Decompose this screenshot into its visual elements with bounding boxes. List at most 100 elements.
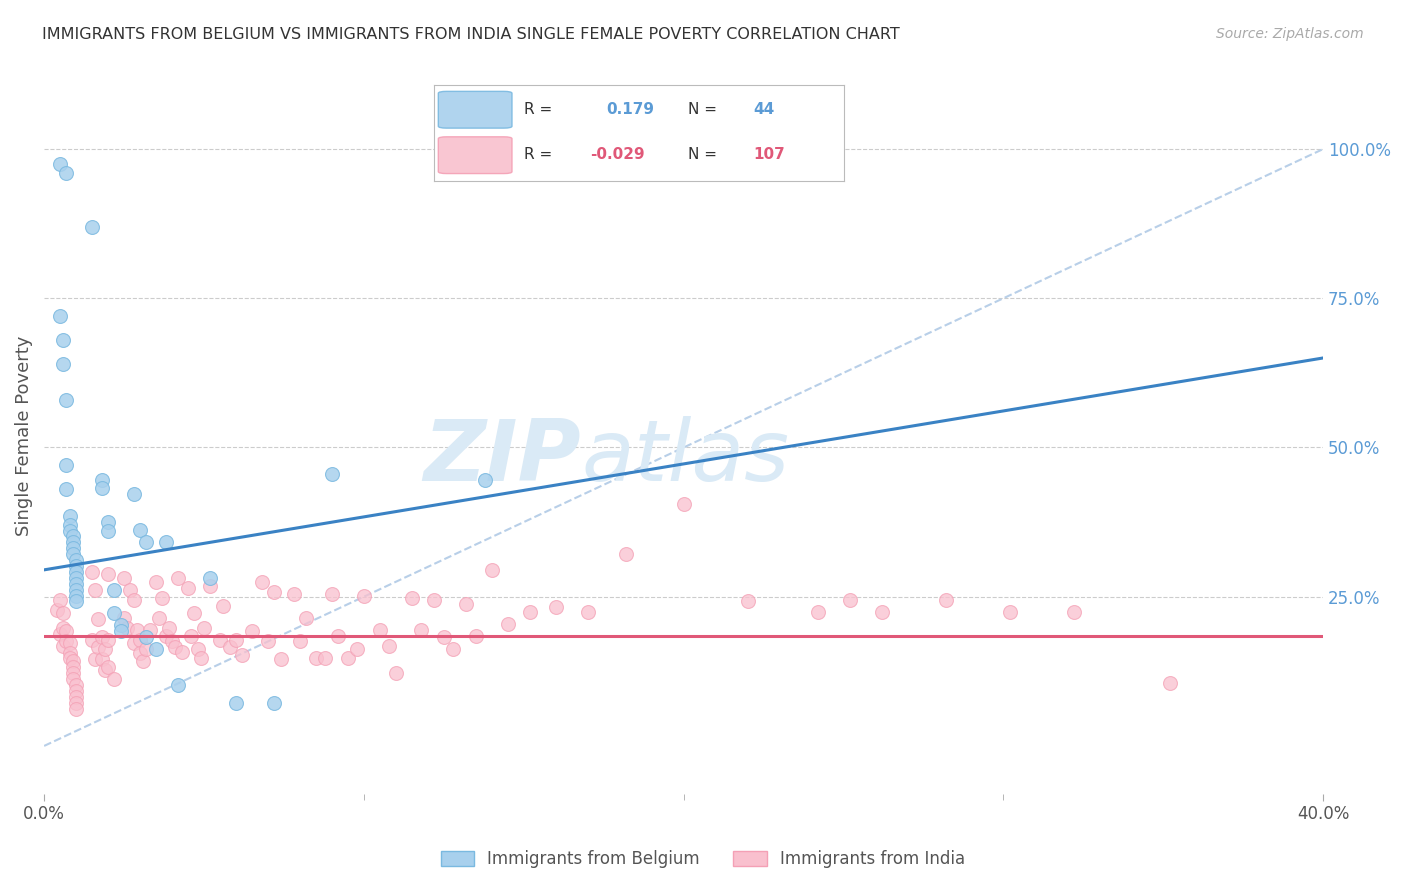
Point: [167, 678, 190, 692]
Point: [65, 558, 87, 573]
Point: [45, 603, 67, 617]
Point: [807, 605, 830, 619]
Point: [225, 632, 247, 647]
Point: [110, 618, 132, 632]
Point: [870, 605, 893, 619]
Point: [155, 534, 177, 549]
Point: [167, 571, 190, 585]
Point: [97, 515, 120, 529]
Point: [737, 594, 759, 608]
Point: [65, 582, 87, 597]
Point: [59, 650, 82, 665]
Point: [84, 582, 107, 597]
Point: [614, 547, 637, 561]
Text: ZIP: ZIP: [423, 416, 581, 499]
Point: [145, 574, 167, 589]
Point: [55, 392, 77, 407]
Point: [423, 592, 446, 607]
Point: [122, 636, 145, 650]
Point: [200, 571, 222, 585]
Point: [433, 630, 456, 644]
Point: [212, 599, 235, 613]
Point: [135, 534, 157, 549]
Point: [998, 605, 1021, 619]
Point: [148, 610, 170, 624]
Point: [62, 534, 84, 549]
Point: [145, 642, 167, 657]
Point: [90, 630, 112, 644]
Point: [117, 621, 139, 635]
Point: [120, 582, 142, 597]
Point: [496, 616, 519, 631]
Point: [52, 333, 75, 347]
Point: [52, 621, 75, 635]
Point: [328, 628, 350, 642]
Point: [208, 632, 231, 647]
Point: [1063, 605, 1085, 619]
Point: [257, 634, 280, 648]
Point: [65, 576, 87, 591]
Point: [97, 632, 120, 647]
Point: [97, 660, 120, 674]
Point: [225, 696, 247, 710]
Point: [180, 628, 202, 642]
Point: [177, 581, 200, 595]
Point: [52, 639, 75, 653]
Point: [49, 157, 72, 171]
Point: [160, 634, 183, 648]
Point: [55, 458, 77, 473]
Point: [411, 623, 433, 637]
Point: [187, 642, 209, 657]
Point: [346, 642, 368, 657]
Point: [103, 607, 125, 621]
Point: [170, 645, 193, 659]
Point: [231, 648, 253, 663]
Point: [55, 166, 77, 180]
Point: [129, 647, 152, 661]
Point: [135, 642, 157, 657]
Point: [65, 589, 87, 603]
Point: [138, 623, 160, 637]
Point: [59, 524, 82, 538]
Point: [125, 623, 148, 637]
Point: [80, 565, 103, 579]
Point: [84, 652, 107, 666]
Point: [62, 666, 84, 681]
Point: [94, 642, 117, 657]
Point: [456, 597, 478, 611]
Point: [155, 628, 177, 642]
Point: [481, 563, 503, 577]
Point: [62, 547, 84, 561]
Point: [218, 640, 240, 655]
Point: [52, 357, 75, 371]
Point: [183, 607, 205, 621]
Point: [112, 571, 135, 585]
Point: [59, 509, 82, 524]
Point: [62, 541, 84, 555]
Point: [122, 487, 145, 501]
Point: [129, 523, 152, 537]
Point: [401, 591, 423, 605]
Legend: Immigrants from Belgium, Immigrants from India: Immigrants from Belgium, Immigrants from…: [434, 844, 972, 875]
Point: [519, 605, 541, 619]
Point: [672, 497, 695, 511]
Point: [103, 582, 125, 597]
Point: [305, 650, 328, 665]
Point: [474, 473, 496, 487]
Point: [132, 654, 155, 668]
Point: [90, 473, 112, 487]
Point: [62, 529, 84, 543]
Point: [544, 600, 567, 615]
Text: IMMIGRANTS FROM BELGIUM VS IMMIGRANTS FROM INDIA SINGLE FEMALE POVERTY CORRELATI: IMMIGRANTS FROM BELGIUM VS IMMIGRANTS FR…: [42, 27, 900, 42]
Point: [240, 624, 263, 639]
Point: [65, 565, 87, 579]
Point: [80, 632, 103, 647]
Point: [336, 650, 359, 665]
Point: [103, 672, 125, 686]
Point: [62, 660, 84, 674]
Point: [55, 624, 77, 639]
Point: [190, 650, 212, 665]
Point: [87, 612, 110, 626]
Point: [193, 621, 215, 635]
Point: [250, 574, 273, 589]
